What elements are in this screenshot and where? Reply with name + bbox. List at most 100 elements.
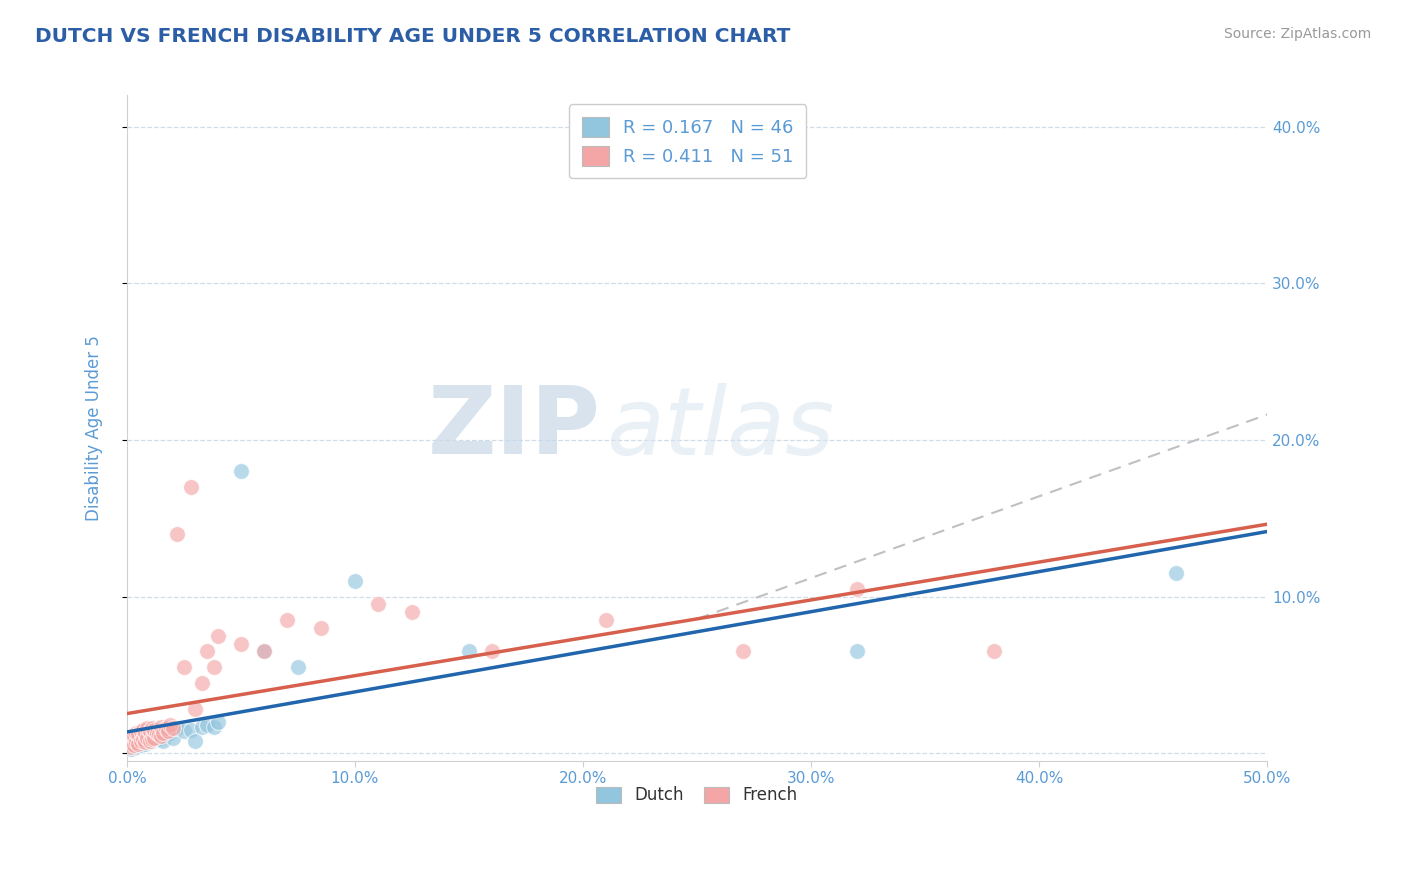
Point: [309, 621, 332, 635]
Point: [127, 735, 149, 749]
Point: [156, 724, 179, 739]
Point: [129, 729, 152, 743]
Point: [122, 729, 145, 743]
Point: [138, 735, 160, 749]
Point: [125, 735, 148, 749]
Point: [122, 737, 145, 751]
Point: [173, 724, 195, 739]
Point: [845, 644, 868, 658]
Point: [595, 613, 617, 627]
Point: [202, 660, 225, 674]
Point: [134, 737, 156, 751]
Point: [132, 732, 155, 747]
Point: [125, 732, 148, 747]
Point: [143, 731, 166, 745]
Point: [731, 644, 754, 658]
Point: [127, 737, 149, 751]
Point: [143, 731, 166, 745]
Point: [136, 732, 159, 747]
Point: [121, 741, 143, 756]
Point: [121, 739, 143, 754]
Point: [134, 731, 156, 745]
Point: [129, 739, 152, 753]
Point: [458, 644, 481, 658]
Point: [173, 660, 195, 674]
Point: [118, 739, 141, 753]
Point: [166, 721, 188, 735]
Point: [276, 613, 298, 627]
Legend: Dutch, French: Dutch, French: [588, 778, 806, 813]
Point: [141, 723, 163, 737]
Point: [122, 739, 145, 753]
Point: [145, 726, 167, 740]
Text: ZIP: ZIP: [427, 382, 600, 475]
Point: [287, 660, 309, 674]
Y-axis label: Disability Age Under 5: Disability Age Under 5: [86, 335, 103, 521]
Point: [367, 598, 389, 612]
Point: [127, 727, 149, 741]
Point: [129, 733, 152, 747]
Point: [191, 720, 214, 734]
Point: [148, 729, 170, 743]
Point: [141, 732, 163, 747]
Point: [184, 702, 207, 716]
Point: [202, 720, 225, 734]
Text: Source: ZipAtlas.com: Source: ZipAtlas.com: [1223, 27, 1371, 41]
Point: [983, 644, 1005, 658]
Point: [481, 644, 503, 658]
Point: [229, 464, 252, 478]
Point: [138, 733, 160, 747]
Point: [150, 724, 173, 739]
Point: [134, 726, 156, 740]
Point: [1164, 566, 1187, 580]
Point: [138, 727, 160, 741]
Point: [122, 731, 145, 745]
Point: [180, 723, 202, 737]
Point: [159, 718, 181, 732]
Point: [156, 727, 179, 741]
Point: [401, 605, 423, 619]
Point: [132, 723, 155, 737]
Point: [141, 721, 163, 735]
Point: [845, 582, 868, 596]
Point: [195, 718, 218, 732]
Point: [229, 637, 252, 651]
Point: [191, 675, 214, 690]
Point: [125, 739, 148, 754]
Point: [145, 732, 167, 747]
Point: [150, 729, 173, 743]
Point: [127, 727, 149, 741]
Point: [134, 735, 156, 749]
Point: [207, 714, 229, 729]
Point: [121, 733, 143, 747]
Point: [141, 733, 163, 747]
Point: [129, 724, 152, 739]
Point: [152, 733, 174, 747]
Point: [184, 733, 207, 747]
Point: [195, 644, 218, 658]
Point: [136, 721, 159, 735]
Point: [118, 737, 141, 751]
Point: [132, 726, 155, 740]
Point: [343, 574, 366, 588]
Point: [253, 644, 276, 658]
Point: [132, 733, 155, 747]
Point: [155, 721, 177, 735]
Text: atlas: atlas: [606, 383, 834, 474]
Point: [121, 732, 143, 747]
Text: DUTCH VS FRENCH DISABILITY AGE UNDER 5 CORRELATION CHART: DUTCH VS FRENCH DISABILITY AGE UNDER 5 C…: [35, 27, 790, 45]
Point: [150, 731, 173, 745]
Point: [143, 723, 166, 737]
Point: [253, 644, 276, 658]
Point: [136, 724, 159, 739]
Point: [155, 726, 177, 740]
Point: [138, 724, 160, 739]
Point: [162, 721, 184, 735]
Point: [143, 726, 166, 740]
Point: [148, 727, 170, 741]
Point: [162, 731, 184, 745]
Point: [152, 726, 174, 740]
Point: [207, 629, 229, 643]
Point: [125, 726, 148, 740]
Point: [166, 527, 188, 541]
